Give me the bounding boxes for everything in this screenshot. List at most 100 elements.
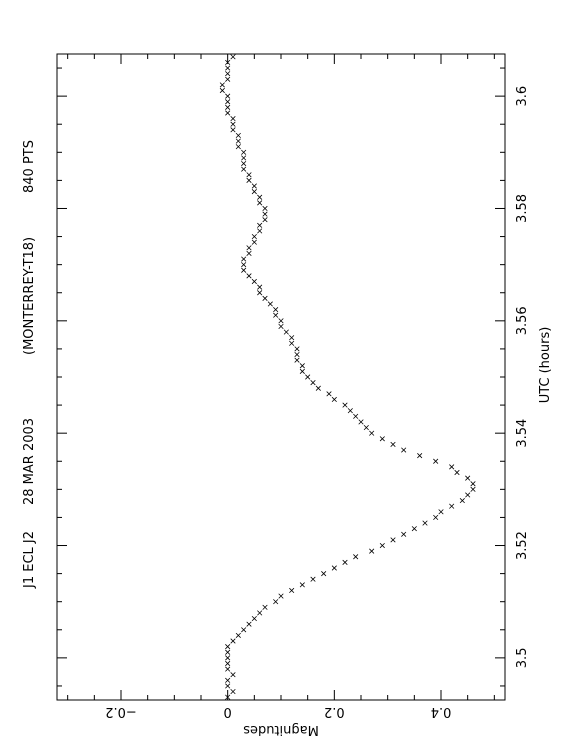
data-point: [225, 683, 231, 689]
data-point: [225, 65, 231, 71]
data-point: [294, 357, 300, 363]
data-point: [433, 514, 439, 521]
data-point: [225, 644, 231, 650]
data-point: [390, 537, 396, 543]
data-point: [321, 571, 327, 577]
chart-title-date: 28 MAR 2003: [22, 418, 37, 505]
x-tick-label: 3.56: [515, 306, 530, 335]
y-axis-ticks: [67, 54, 495, 700]
data-point: [363, 424, 369, 431]
data-point: [358, 419, 364, 425]
data-point: [289, 335, 295, 341]
data-point: [257, 200, 263, 206]
data-point: [401, 447, 407, 453]
data-point: [347, 408, 353, 414]
data-point: [465, 492, 471, 498]
x-axis-label: UTC (hours): [538, 327, 553, 404]
data-point: [273, 599, 279, 605]
data-point: [225, 649, 231, 655]
data-point: [257, 290, 263, 296]
y-tick-label: 0.2: [324, 704, 345, 719]
data-point: [225, 110, 231, 116]
x-tick-label: 3.5: [515, 648, 530, 669]
data-point: [225, 660, 231, 667]
data-point: [246, 172, 252, 178]
data-point: [257, 610, 263, 616]
data-point: [379, 542, 385, 549]
data-point: [257, 228, 263, 234]
data-point: [230, 54, 236, 60]
data-point: [278, 318, 284, 324]
data-point: [470, 486, 476, 492]
data-point: [390, 441, 396, 447]
chart-title-star: J1 ECL J2: [22, 531, 37, 589]
data-point: [251, 615, 257, 622]
data-point: [225, 99, 231, 105]
data-point: [225, 76, 231, 82]
data-point: [449, 503, 455, 509]
data-point: [331, 565, 337, 571]
data-point: [230, 121, 236, 127]
data-point: [331, 396, 337, 403]
data-point: [241, 149, 247, 155]
x-tick-label: 3.52: [515, 531, 530, 560]
data-point: [278, 593, 284, 599]
data-point: [251, 239, 257, 245]
data-point: [241, 627, 247, 633]
data-point: [235, 138, 241, 144]
data-point: [411, 526, 417, 532]
data-point: [299, 363, 305, 369]
data-point: [251, 233, 257, 240]
data-point: [283, 329, 289, 335]
data-point: [299, 368, 305, 374]
data-point: [353, 413, 359, 419]
data-point: [299, 582, 305, 588]
data-point: [273, 312, 279, 318]
data-point: [262, 604, 268, 610]
data-point: [225, 71, 231, 77]
data-point: [315, 385, 321, 391]
data-point: [251, 183, 257, 189]
data-point: [449, 464, 455, 470]
x-axis-tick-labels: 3.5 3.52 3.54 3.56 3.58 3.6: [515, 86, 530, 668]
y-tick-label: 0: [224, 704, 232, 719]
data-point: [433, 458, 439, 464]
data-point: [401, 531, 407, 537]
data-point: [417, 453, 423, 459]
data-point: [225, 104, 231, 110]
y-axis-tick-labels: −0.2 0 0.2 0.4: [105, 704, 451, 719]
data-point: [225, 694, 231, 700]
data-point: [422, 520, 428, 526]
data-point: [342, 402, 348, 408]
data-point: [326, 391, 332, 397]
data-point: [289, 340, 295, 346]
data-point: [438, 509, 444, 515]
data-point: [267, 301, 273, 307]
data-point: [241, 256, 247, 262]
x-axis-ticks: [57, 67, 505, 687]
data-point: [257, 194, 263, 200]
data-point: [305, 374, 311, 380]
data-point: [454, 469, 460, 476]
data-point: [230, 116, 236, 122]
data-point: [225, 677, 231, 683]
data-points: [219, 54, 476, 700]
data-point: [230, 672, 236, 678]
data-point: [230, 688, 236, 695]
data-point: [379, 436, 385, 442]
data-point: [251, 278, 257, 285]
data-point: [262, 217, 268, 223]
plot-frame: [56, 53, 506, 701]
data-point: [246, 273, 252, 279]
x-tick-label: 3.58: [515, 194, 530, 223]
data-point: [262, 211, 268, 217]
data-point: [369, 430, 375, 436]
data-point: [241, 262, 247, 268]
data-point: [230, 127, 236, 133]
chart-title-observatory: (MONTERREY-T18): [22, 237, 37, 355]
data-point: [353, 554, 359, 560]
data-point: [225, 93, 231, 99]
x-tick-label: 3.6: [515, 86, 530, 107]
data-point: [241, 166, 247, 172]
